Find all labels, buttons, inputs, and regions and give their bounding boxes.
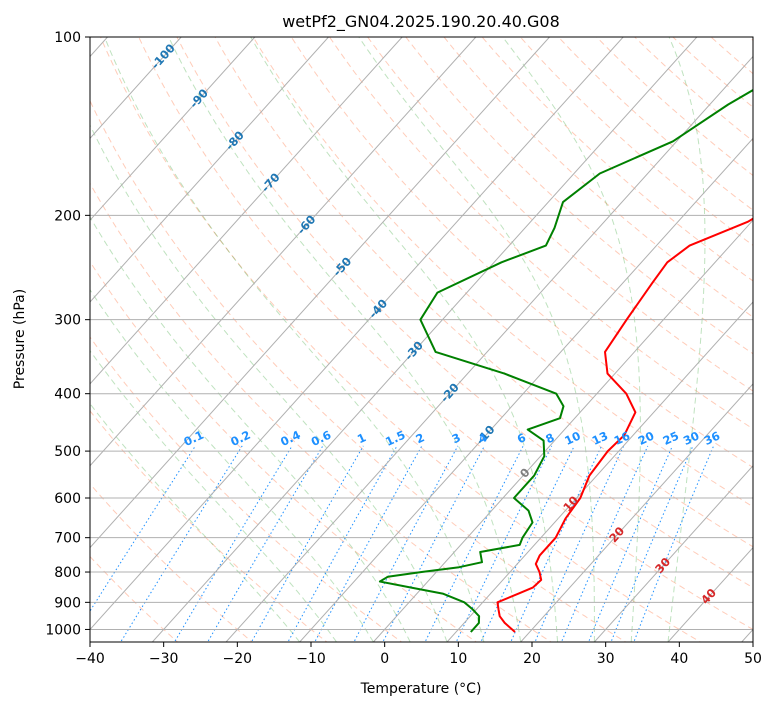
mixing-ratio-line bbox=[534, 445, 625, 642]
y-tick-label: 700 bbox=[54, 531, 81, 547]
isotherm-gridline bbox=[593, 464, 753, 642]
isotherm-gridline bbox=[90, 37, 477, 467]
mixing-ratio-line bbox=[633, 445, 715, 642]
dry-adiabat bbox=[90, 99, 627, 642]
y-tick-label: 1000 bbox=[45, 622, 81, 638]
dry-adiabat bbox=[405, 37, 753, 355]
isotherm-gridline bbox=[520, 383, 753, 642]
temperature-line bbox=[496, 217, 753, 633]
moist-adiabat bbox=[358, 37, 595, 642]
isotherm-gridline bbox=[299, 137, 753, 642]
x-axis-label: Temperature (°C) bbox=[360, 681, 482, 697]
isotherm-gridline bbox=[90, 37, 329, 303]
y-tick-label: 500 bbox=[54, 444, 81, 460]
isotherm-gridline bbox=[446, 301, 753, 642]
y-tick-label: 300 bbox=[54, 313, 81, 329]
mixing-ratio-label: 10 bbox=[562, 429, 582, 448]
moist-adiabat bbox=[90, 124, 448, 642]
y-axis-label: Pressure (hPa) bbox=[12, 289, 28, 389]
mixing-ratio-line bbox=[610, 445, 694, 642]
x-tick-label: 50 bbox=[744, 651, 762, 667]
mixing-ratio-line bbox=[455, 445, 553, 642]
y-tick-label: 200 bbox=[54, 208, 81, 224]
isotherm-gridline bbox=[372, 219, 753, 642]
mixing-ratio-line bbox=[207, 445, 324, 642]
isotherm-gridline bbox=[90, 37, 256, 221]
x-tick-label: 0 bbox=[380, 651, 389, 667]
x-tick-label: −10 bbox=[296, 651, 326, 667]
x-tick-label: 10 bbox=[449, 651, 467, 667]
moist-adiabat bbox=[168, 37, 522, 642]
moist-adiabat bbox=[502, 37, 641, 642]
isotherm-gridline bbox=[90, 37, 550, 549]
chart-title: wetPf2_GN04.2025.190.20.40.G08 bbox=[282, 12, 560, 32]
isotherm-gridline bbox=[151, 37, 698, 642]
plot-frame bbox=[89, 36, 754, 643]
mixing-ratio-label: 25 bbox=[661, 429, 681, 448]
y-tick-label: 400 bbox=[54, 387, 81, 403]
dry-adiabat bbox=[90, 410, 328, 642]
mixing-ratio-label: 16 bbox=[612, 429, 632, 448]
profile-series bbox=[378, 88, 753, 633]
mixing-ratio-label: 13 bbox=[590, 429, 610, 448]
dewpoint-line bbox=[378, 88, 753, 633]
moist-adiabat bbox=[90, 288, 374, 642]
moist-adiabat bbox=[667, 37, 706, 642]
y-tick-label: 600 bbox=[54, 491, 81, 507]
x-tick-label: 40 bbox=[670, 651, 688, 667]
x-tick-label: −30 bbox=[149, 651, 179, 667]
mixing-ratio-line bbox=[353, 445, 459, 642]
y-axis-ticks: 1000 900 800 700 600 500 400 300 200 100 bbox=[45, 30, 90, 638]
dry-adiabat bbox=[176, 37, 753, 589]
mixing-ratio-line bbox=[250, 445, 364, 642]
mixing-ratio-line bbox=[120, 445, 243, 642]
mixing-ratio-line bbox=[510, 445, 603, 642]
dry-adiabat bbox=[252, 37, 753, 508]
isotherm-gridline bbox=[90, 37, 403, 385]
moist-adiabat bbox=[90, 349, 337, 642]
dry-adiabat bbox=[214, 37, 753, 548]
x-tick-label: −20 bbox=[223, 651, 253, 667]
mixing-ratio-label: 30 bbox=[681, 429, 701, 448]
mixing-ratio-line bbox=[173, 445, 293, 642]
mixing-ratio-line bbox=[90, 445, 196, 613]
x-tick-label: −40 bbox=[75, 651, 105, 667]
moist-adiabat bbox=[104, 37, 485, 642]
mixing-ratio-label: 20 bbox=[636, 429, 656, 448]
moist-adiabat bbox=[250, 37, 558, 642]
y-tick-label: 900 bbox=[54, 595, 81, 611]
y-tick-label: 800 bbox=[54, 565, 81, 581]
y-tick-label: 100 bbox=[54, 30, 81, 46]
x-tick-label: 20 bbox=[523, 651, 541, 667]
x-tick-label: 30 bbox=[597, 651, 615, 667]
mixing-ratio-label: 36 bbox=[702, 429, 722, 448]
dry-adiabat bbox=[481, 37, 753, 282]
x-axis-ticks: −40 −30 −20 −10 0 10 20 30 40 50 bbox=[75, 642, 762, 667]
isotherm-gridline bbox=[90, 37, 624, 631]
